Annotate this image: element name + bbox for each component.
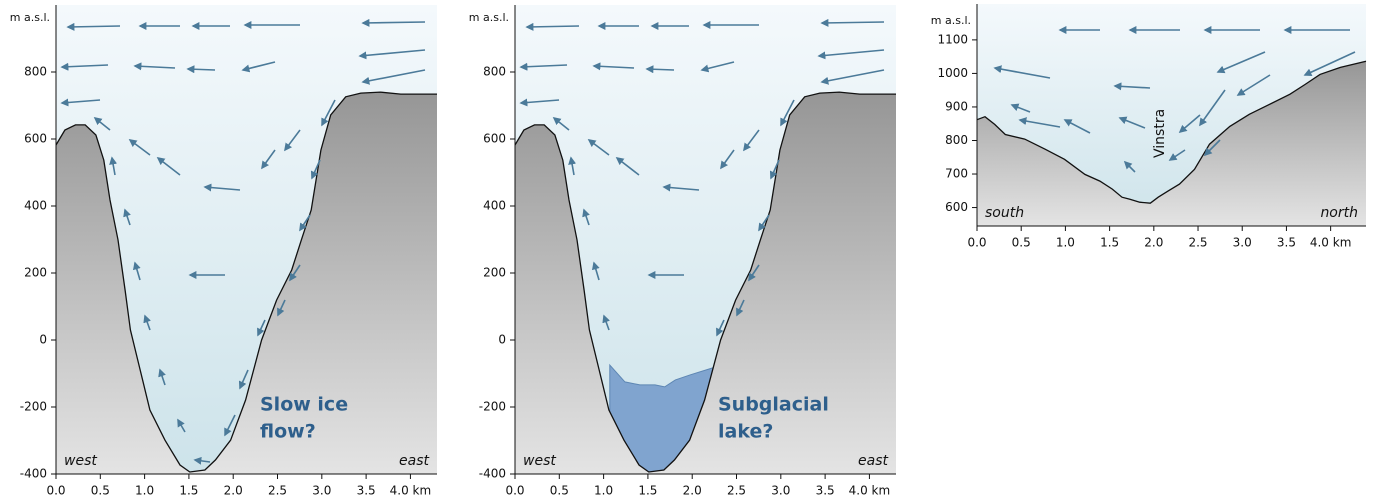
x-tick-label: 3.0 xyxy=(312,484,331,498)
x-tick-label: 2.0 xyxy=(1144,236,1163,250)
x-tick-label: 4.0 km xyxy=(1310,236,1352,250)
panel: -400 -200 0 200 400 600 800 0.0 0.5 1.0 1.5 2.0 2.5 3… xyxy=(10,5,437,498)
x-tick-label: 1.5 xyxy=(179,484,198,498)
y-tick-label: -400 xyxy=(20,467,47,481)
x-tick-label: 2.0 xyxy=(683,484,702,498)
y-axis-title: m a.s.l. xyxy=(10,11,50,24)
ice-flow-arrow xyxy=(68,26,120,27)
x-tick-label: 3.5 xyxy=(816,484,835,498)
side-label: west xyxy=(64,453,97,469)
y-tick-label: -200 xyxy=(479,400,506,414)
y-tick-label: 1000 xyxy=(937,66,968,80)
x-tick-label: 3.5 xyxy=(357,484,376,498)
y-tick-label: 800 xyxy=(483,65,506,79)
y-tick-label: 400 xyxy=(483,199,506,213)
x-tick-label: 3.0 xyxy=(771,484,790,498)
y-tick-label: 800 xyxy=(24,65,47,79)
y-tick-label: 800 xyxy=(945,133,968,147)
side-label: east xyxy=(858,453,888,469)
ice-flow-arrow xyxy=(363,22,425,23)
x-tick-label: 0.0 xyxy=(46,484,65,498)
ice-flow-arrow xyxy=(188,69,215,70)
ice-flow-arrow xyxy=(647,69,674,70)
y-tick-label: 400 xyxy=(24,199,47,213)
x-tick-label: 1.0 xyxy=(135,484,154,498)
place-label: Vinstra xyxy=(1152,109,1168,158)
side-label: west xyxy=(523,453,556,469)
x-tick-label: 2.5 xyxy=(1188,236,1207,250)
y-axis-title: m a.s.l. xyxy=(931,14,971,27)
y-tick-label: 700 xyxy=(945,167,968,181)
x-tick-label: 1.0 xyxy=(594,484,613,498)
panel: -400 -200 0 200 400 600 800 0.0 0.5 1.0 1.5 2.0 2.5 3… xyxy=(469,5,896,498)
x-tick-label: 3.5 xyxy=(1277,236,1296,250)
y-tick-label: 1100 xyxy=(937,32,968,46)
side-label: east xyxy=(399,453,429,469)
y-axis-title: m a.s.l. xyxy=(469,11,509,24)
x-tick-label: 4.0 km xyxy=(849,484,891,498)
x-tick-label: 4.0 km xyxy=(390,484,432,498)
y-tick-label: 600 xyxy=(24,132,47,146)
x-tick-label: 0.0 xyxy=(505,484,524,498)
x-tick-label: 1.0 xyxy=(1056,236,1075,250)
x-tick-label: 0.5 xyxy=(91,484,110,498)
y-tick-label: -200 xyxy=(20,400,47,414)
figure: -400 -200 0 200 400 600 800 0.0 0.5 1.0 1.5 2.0 2.5 3… xyxy=(0,0,1376,502)
y-tick-label: 600 xyxy=(483,132,506,146)
x-tick-label: 0.0 xyxy=(967,236,986,250)
ice-flow-arrow xyxy=(822,22,884,23)
panel: 600 700 800 900 1000 1100 0.0 0.5 1.0 1.5 2.0 2.5 3.… xyxy=(931,4,1366,250)
y-tick-label: -400 xyxy=(479,467,506,481)
x-tick-label: 0.5 xyxy=(1012,236,1031,250)
x-tick-label: 2.0 xyxy=(224,484,243,498)
annotation: lake? xyxy=(718,421,773,443)
y-tick-label: 600 xyxy=(945,200,968,214)
y-tick-label: 200 xyxy=(24,266,47,280)
side-label: south xyxy=(985,205,1024,221)
ice-flow-arrow xyxy=(527,26,579,27)
page: -400 -200 0 200 400 600 800 0.0 0.5 1.0 1.5 2.0 2.5 3… xyxy=(0,0,1376,502)
y-tick-label: 900 xyxy=(945,99,968,113)
x-tick-label: 1.5 xyxy=(1100,236,1119,250)
x-tick-label: 0.5 xyxy=(550,484,569,498)
x-tick-label: 2.5 xyxy=(727,484,746,498)
x-tick-label: 1.5 xyxy=(638,484,657,498)
y-tick-label: 0 xyxy=(39,333,47,347)
y-tick-label: 0 xyxy=(498,333,506,347)
annotation: flow? xyxy=(260,421,316,443)
side-label: north xyxy=(1320,205,1358,221)
annotation: Subglacial xyxy=(718,394,829,416)
annotation: Slow ice xyxy=(260,394,348,416)
y-tick-label: 200 xyxy=(483,266,506,280)
x-tick-label: 2.5 xyxy=(268,484,287,498)
x-tick-label: 3.0 xyxy=(1233,236,1252,250)
